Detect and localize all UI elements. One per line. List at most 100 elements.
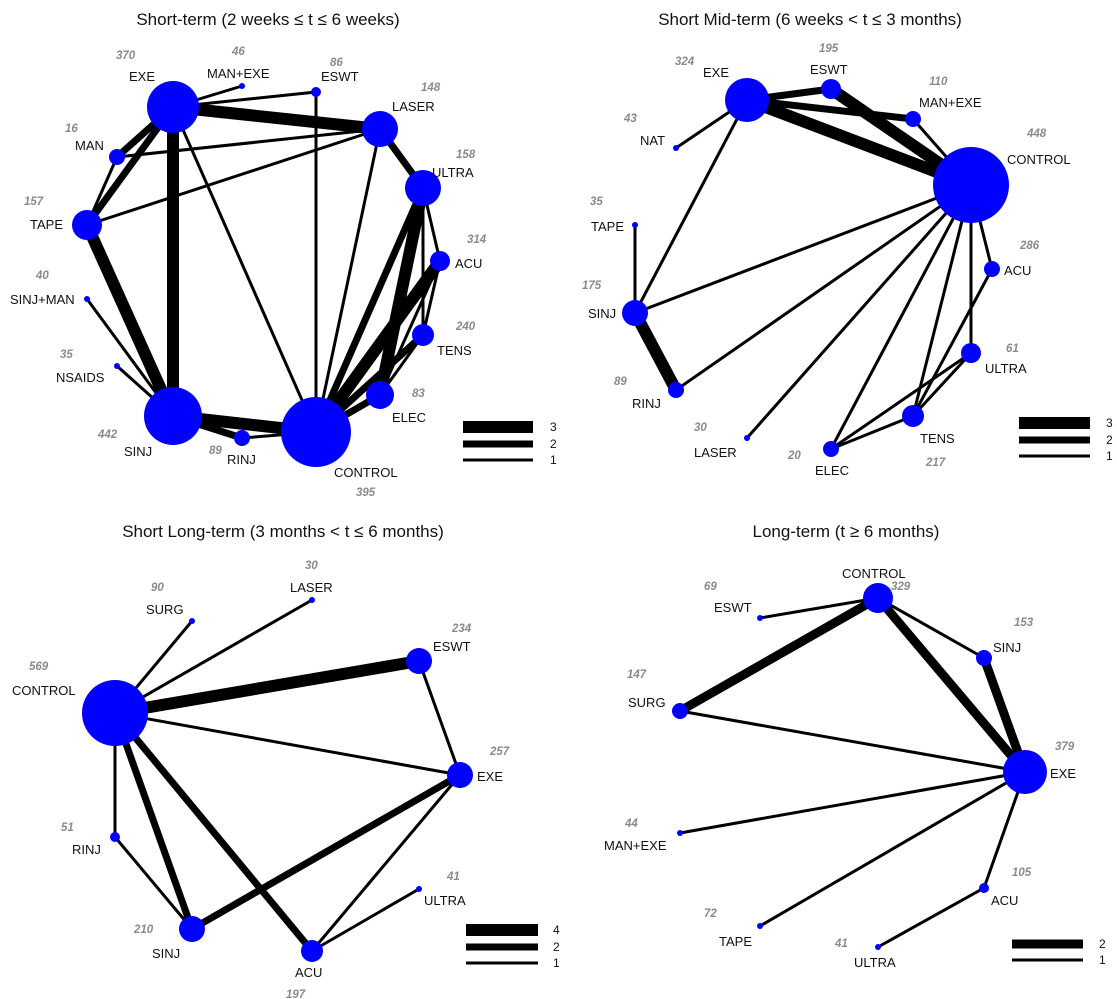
node-count-acu: 286 <box>1019 240 1040 252</box>
edge-laser-control <box>745 184 973 439</box>
node-control <box>863 583 893 613</box>
node-tens <box>412 324 434 346</box>
edge-control-surg <box>677 594 881 715</box>
node-rinj <box>668 382 684 398</box>
nodes: SURG 90 LASER 30 ESWT 234 CONTROL 569 EXE 257 RINJ… <box>12 560 510 999</box>
node-eswt <box>821 79 841 99</box>
node-label-eswt: ESWT <box>433 639 471 654</box>
legend: 4 2 1 <box>466 923 560 970</box>
node-count-ultra: 41 <box>834 938 848 950</box>
node-laser <box>362 111 398 147</box>
node-count-sinj: 210 <box>133 924 154 936</box>
legend: 3 2 1 <box>1019 416 1113 463</box>
node-count-man-exe: 44 <box>624 818 638 830</box>
node-rinj <box>110 832 120 842</box>
node-label-sinj: SINJ <box>588 306 616 321</box>
edge-tape-laser <box>86 127 381 227</box>
node-count-sinj: 153 <box>1014 617 1034 629</box>
legend-label-2: 2 <box>1106 433 1113 447</box>
node-ultra <box>416 886 422 892</box>
edge-exe-acu <box>310 774 462 952</box>
legend: 21 <box>1012 937 1106 967</box>
edge-rinj-control <box>675 183 972 392</box>
node-count-man: 16 <box>65 123 78 135</box>
node-label-tape: TAPE <box>719 934 752 949</box>
node-tape <box>632 222 638 228</box>
panel-long-term: Long-term (t ≥ 6 months) ESWT 69 CONTROL329… <box>604 522 1106 970</box>
node-count-tape: 157 <box>24 196 44 208</box>
node-count-ultra: 158 <box>456 149 476 161</box>
edge-tens-control <box>911 184 973 417</box>
edge-ultra-elec <box>374 186 429 397</box>
node-acu <box>984 261 1000 277</box>
node-laser <box>744 435 750 441</box>
node-label-control: CONTROL <box>334 465 398 480</box>
edge-man-exe-exe <box>679 770 1026 835</box>
node-surg <box>189 618 195 624</box>
edge-exe-control <box>744 94 974 191</box>
edges <box>629 84 994 451</box>
node-label-ultra: ULTRA <box>854 955 896 970</box>
node-label-exe: EXE <box>477 769 503 784</box>
legend-label-3: 3 <box>550 420 557 434</box>
edge-acu-tens <box>911 268 994 417</box>
node-count-control: 569 <box>29 661 49 673</box>
node-eswt <box>406 648 432 674</box>
edge-exe-sinj <box>190 771 462 933</box>
node-elec <box>823 441 839 457</box>
node-label-man-exe: MAN+EXE <box>919 95 982 110</box>
node-count-eswt: 195 <box>819 43 839 55</box>
edge-elec-control <box>829 184 973 450</box>
node-count-tens: 240 <box>455 321 476 333</box>
node-count-acu: 314 <box>467 234 487 246</box>
edge-rinj-sinj <box>113 836 194 930</box>
legend-label-1: 1 <box>550 453 557 467</box>
node-label-eswt: ESWT <box>714 600 752 615</box>
node-count-elec: 83 <box>412 388 425 400</box>
node-label-control: CONTROL <box>842 566 906 581</box>
node-label-exe: EXE <box>703 65 729 80</box>
panel-title: Long-term (t ≥ 6 months) <box>753 522 940 541</box>
node-label-eswt: ESWT <box>810 62 848 77</box>
edge-acu-ultra <box>311 887 420 953</box>
node-label-sinj-man: SINJ+MAN <box>10 292 75 307</box>
edge-eswt-control <box>759 596 879 620</box>
node-count-ultra: 61 <box>1006 343 1019 355</box>
node-label-tape: TAPE <box>30 217 63 232</box>
edge-control-sinj <box>877 596 985 660</box>
legend-label-4: 4 <box>553 923 560 937</box>
node-man-exe <box>239 83 245 89</box>
node-acu <box>430 251 450 271</box>
node-count-eswt: 86 <box>330 57 343 69</box>
node-label-control: CONTROL <box>1007 152 1071 167</box>
edge-laser-control <box>314 128 382 433</box>
edge-sinj-rinj <box>629 310 682 393</box>
panel-title: Short Long-term (3 months < t ≤ 6 months… <box>122 522 444 541</box>
edge-exe-sinj <box>633 99 749 314</box>
node-man-exe <box>677 830 683 836</box>
edge-control-sinj <box>111 711 196 931</box>
legend-label-1: 1 <box>1106 449 1113 463</box>
node-count-surg: 147 <box>627 669 647 681</box>
node-count-man-exe: 110 <box>929 76 948 88</box>
node-label-surg: SURG <box>628 695 666 710</box>
edge-exe-control <box>171 106 318 433</box>
node-sinj <box>144 387 202 445</box>
legend-label-2: 2 <box>553 940 560 954</box>
node-count-tape: 72 <box>704 908 717 920</box>
node-count-laser: 30 <box>694 422 707 434</box>
edge-exe-laser <box>172 101 381 135</box>
node-count-sinj-man: 40 <box>35 270 49 282</box>
node-elec <box>366 381 394 409</box>
node-exe <box>725 78 769 122</box>
panel-title: Short-term (2 weeks ≤ t ≤ 6 weeks) <box>136 10 399 29</box>
node-label-tape: TAPE <box>591 219 624 234</box>
edge-surg-exe <box>679 709 1026 774</box>
legend-label-3: 3 <box>1106 416 1113 430</box>
node-label-rinj: RINJ <box>632 396 661 411</box>
node-count-control: 395 <box>356 487 376 499</box>
node-count-exe: 257 <box>489 746 510 758</box>
node-ultra <box>405 170 441 206</box>
